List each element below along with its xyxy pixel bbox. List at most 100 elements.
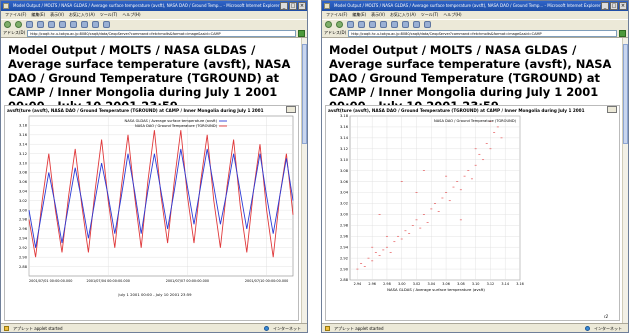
close-button[interactable]: ×	[298, 2, 306, 10]
x-tick-label: 3.12	[487, 282, 495, 286]
address-bar: アドレス(D) http://caqit.hc.u-tokyo.ac.jp:80…	[1, 29, 307, 38]
ie-app-icon	[324, 3, 330, 9]
maximize-button[interactable]: □	[610, 2, 618, 10]
browser-window-right: Model Output / MOLTS / NASA GLDAS / Aver…	[321, 0, 629, 333]
search-icon[interactable]	[380, 21, 387, 28]
scroll-thumb[interactable]	[623, 44, 628, 144]
toolbar	[322, 19, 628, 29]
menu-edit[interactable]: 編集(E)	[352, 12, 367, 17]
go-icon[interactable]	[619, 29, 626, 37]
favorites-icon[interactable]	[391, 21, 398, 28]
y-tick-label: 3.14	[340, 136, 349, 140]
popout-button[interactable]	[607, 106, 617, 113]
print-icon[interactable]	[103, 21, 110, 28]
page-title: Model Output / MOLTS / NASA GLDAS / Aver…	[329, 43, 612, 113]
popout-button[interactable]	[286, 106, 296, 113]
menu-view[interactable]: 表示(V)	[371, 12, 385, 17]
address-label: アドレス(D)	[324, 30, 347, 35]
stop-icon[interactable]	[26, 21, 33, 28]
y-tick-label: 3.18	[19, 124, 28, 128]
page-title: Model Output / MOLTS / NASA GLDAS / Aver…	[8, 43, 291, 113]
refresh-icon[interactable]	[37, 21, 44, 28]
maximize-button[interactable]: □	[289, 2, 297, 10]
y-tick-label: 3.08	[19, 171, 28, 175]
browser-window-left: Model Output / MOLTS / NASA GLDAS / Aver…	[0, 0, 308, 333]
y-tick-label: 2.90	[340, 267, 349, 271]
series-line-dao	[28, 130, 294, 258]
go-icon[interactable]	[298, 29, 305, 37]
title-bar: Model Output / MOLTS / NASA GLDAS / Aver…	[322, 1, 628, 11]
minimize-button[interactable]: _	[280, 2, 288, 10]
y-tick-label: 3.06	[19, 180, 28, 184]
status-zone: インターネット	[273, 326, 301, 331]
menu-file[interactable]: ファイル(F)	[5, 12, 27, 17]
applet-icon	[325, 326, 330, 331]
refresh-icon[interactable]	[358, 21, 365, 28]
y-tick-label: 2.94	[19, 237, 28, 241]
x-tick-label: 3.00	[398, 282, 406, 286]
x-tick-label: 3.16	[516, 282, 524, 286]
y-axis-ticks: 2.88 2.90 2.92 2.94 2.96 2.98 3.00 3.02 3.04 3.06…	[19, 124, 28, 269]
menu-tools[interactable]: ツール(T)	[99, 12, 118, 17]
menu-favorites[interactable]: お気に入り(A)	[68, 12, 95, 17]
y-tick-label: 2.96	[340, 234, 349, 238]
home-icon[interactable]	[369, 21, 376, 28]
stop-icon[interactable]	[347, 21, 354, 28]
y-tick-label: 3.10	[340, 158, 349, 162]
scatter-plot-panel: avsft(ture (avsft), NASA DAO / Ground Te…	[325, 105, 620, 321]
legend-label-dao: NASA DAO / Ground Temperature (TGROUND)	[135, 124, 218, 128]
print-icon[interactable]	[424, 21, 431, 28]
status-zone: インターネット	[594, 326, 622, 331]
x-axis-label: July 1 2001 00:00 - July 10 2001 23:59	[117, 292, 192, 297]
history-icon[interactable]	[402, 21, 409, 28]
menu-tools[interactable]: ツール(T)	[420, 12, 439, 17]
forward-icon[interactable]	[336, 21, 343, 28]
y-tick-label: 2.98	[340, 224, 349, 228]
back-icon[interactable]	[325, 21, 332, 28]
x-tick-label: 2001/07/04 00:00:00.000	[86, 279, 129, 283]
x-axis-label: NASA GLDAS / Average surface temperature…	[387, 287, 485, 292]
scatter-points	[356, 121, 503, 270]
back-icon[interactable]	[4, 21, 11, 28]
status-text: アプレット applet started	[13, 326, 63, 331]
window-title: Model Output / MOLTS / NASA GLDAS / Aver…	[334, 3, 601, 8]
plot-area	[349, 115, 521, 281]
menu-help[interactable]: ヘルプ(H)	[443, 12, 462, 17]
scroll-thumb[interactable]	[302, 44, 307, 144]
address-input[interactable]: http://caqit.hc.u-tokyo.ac.jp:8080/caqit…	[348, 29, 617, 37]
chart-series	[28, 130, 294, 258]
y-tick-label: 3.08	[340, 169, 349, 173]
title-bar: Model Output / MOLTS / NASA GLDAS / Aver…	[1, 1, 307, 11]
menu-file[interactable]: ファイル(F)	[326, 12, 348, 17]
minimize-button[interactable]: _	[601, 2, 609, 10]
menu-edit[interactable]: 編集(E)	[31, 12, 46, 17]
x-tick-label: 2.98	[383, 282, 391, 286]
menu-bar: ファイル(F) 編集(E) 表示(V) お気に入り(A) ツール(T) ヘルプ(…	[1, 11, 307, 19]
home-icon[interactable]	[48, 21, 55, 28]
y-tick-label: 2.98	[19, 218, 28, 222]
vertical-scrollbar[interactable]	[622, 38, 628, 325]
y-tick-label: 2.92	[19, 246, 27, 250]
favorites-icon[interactable]	[70, 21, 77, 28]
menu-favorites[interactable]: お気に入り(A)	[389, 12, 416, 17]
status-text: アプレット applet started	[334, 326, 384, 331]
forward-icon[interactable]	[15, 21, 22, 28]
mail-icon[interactable]	[413, 21, 420, 28]
legend-label-dao: NASA DAO / Ground Temperature (TGROUND)	[434, 119, 517, 123]
menu-help[interactable]: ヘルプ(H)	[122, 12, 141, 17]
address-input[interactable]: http://caqit.hc.u-tokyo.ac.jp:8080/caqit…	[27, 29, 296, 37]
x-tick-label: 2001/07/07 00:00:00.000	[166, 279, 209, 283]
menu-view[interactable]: 表示(V)	[50, 12, 64, 17]
mail-icon[interactable]	[92, 21, 99, 28]
time-series-plot-panel: avsft(ture (avsft), NASA DAO / Ground Te…	[4, 105, 299, 321]
vertical-scrollbar[interactable]	[301, 38, 307, 325]
close-button[interactable]: ×	[619, 2, 627, 10]
history-icon[interactable]	[81, 21, 88, 28]
internet-zone-icon	[585, 326, 590, 331]
address-label: アドレス(D)	[3, 30, 26, 35]
scatter-chart: avsft(ture (avsft), NASA DAO / Ground Te…	[328, 108, 609, 319]
search-icon[interactable]	[59, 21, 66, 28]
y-tick-label: 3.12	[19, 152, 27, 156]
y-tick-label: 3.18	[340, 114, 349, 118]
legend-label-gldas: NASA GLDAS / Average surface temperature…	[125, 119, 218, 123]
